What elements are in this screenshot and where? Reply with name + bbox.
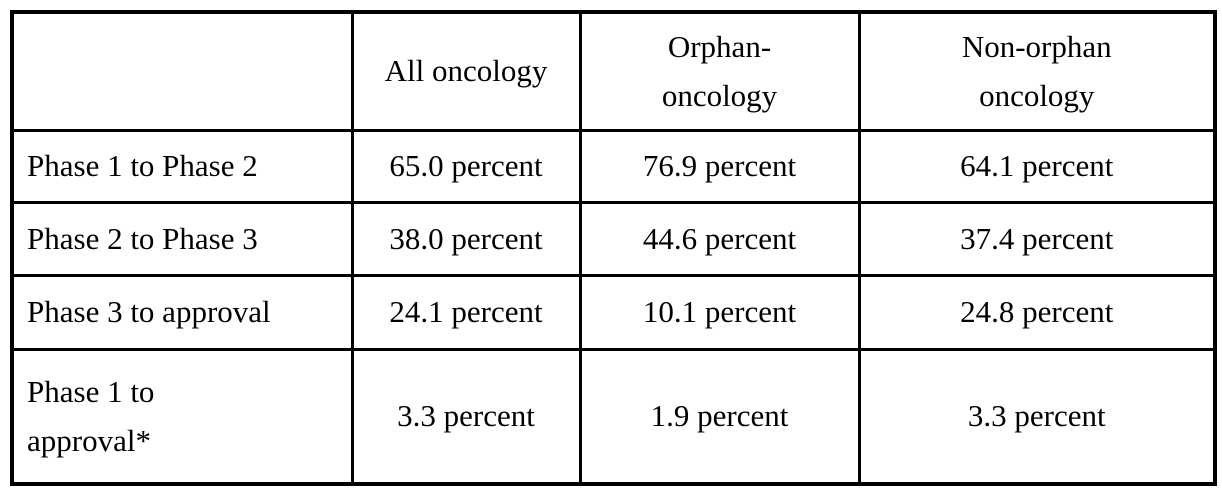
row-label: Phase 1 to Phase 2 (10, 128, 354, 204)
table-header-row: All oncology Orphan- oncology Non-orphan… (10, 10, 1217, 132)
cell-value: 10.1 percent (578, 273, 861, 351)
cell-value: 24.8 percent (857, 273, 1217, 351)
table-row-phase1-to-approval: Phase 1 to approval* 3.3 percent 1.9 per… (10, 347, 1217, 486)
cell-value: 76.9 percent (578, 128, 861, 204)
cell-value: 37.4 percent (857, 200, 1217, 277)
cell-value: 1.9 percent (578, 347, 861, 486)
header-cell-empty (10, 10, 354, 132)
cell-value: 65.0 percent (350, 128, 582, 204)
cell-value: 44.6 percent (578, 200, 861, 277)
header-cell-non-orphan-oncology: Non-orphan oncology (857, 10, 1217, 132)
header-cell-orphan-oncology: Orphan- oncology (578, 10, 861, 132)
table-row-phase2-to-phase3: Phase 2 to Phase 3 38.0 percent 44.6 per… (10, 200, 1217, 277)
row-label: Phase 3 to approval (10, 273, 354, 351)
table-row-phase3-to-approval: Phase 3 to approval 24.1 percent 10.1 pe… (10, 273, 1217, 351)
header-cell-all-oncology: All oncology (350, 10, 582, 132)
phase-transition-rate-table: All oncology Orphan- oncology Non-orphan… (10, 10, 1217, 486)
cell-value: 24.1 percent (350, 273, 582, 351)
row-label: Phase 1 to approval* (10, 347, 354, 486)
cell-value: 64.1 percent (857, 128, 1217, 204)
row-label: Phase 2 to Phase 3 (10, 200, 354, 277)
cell-value: 3.3 percent (857, 347, 1217, 486)
cell-value: 38.0 percent (350, 200, 582, 277)
cell-value: 3.3 percent (350, 347, 582, 486)
table-row-phase1-to-phase2: Phase 1 to Phase 2 65.0 percent 76.9 per… (10, 128, 1217, 204)
